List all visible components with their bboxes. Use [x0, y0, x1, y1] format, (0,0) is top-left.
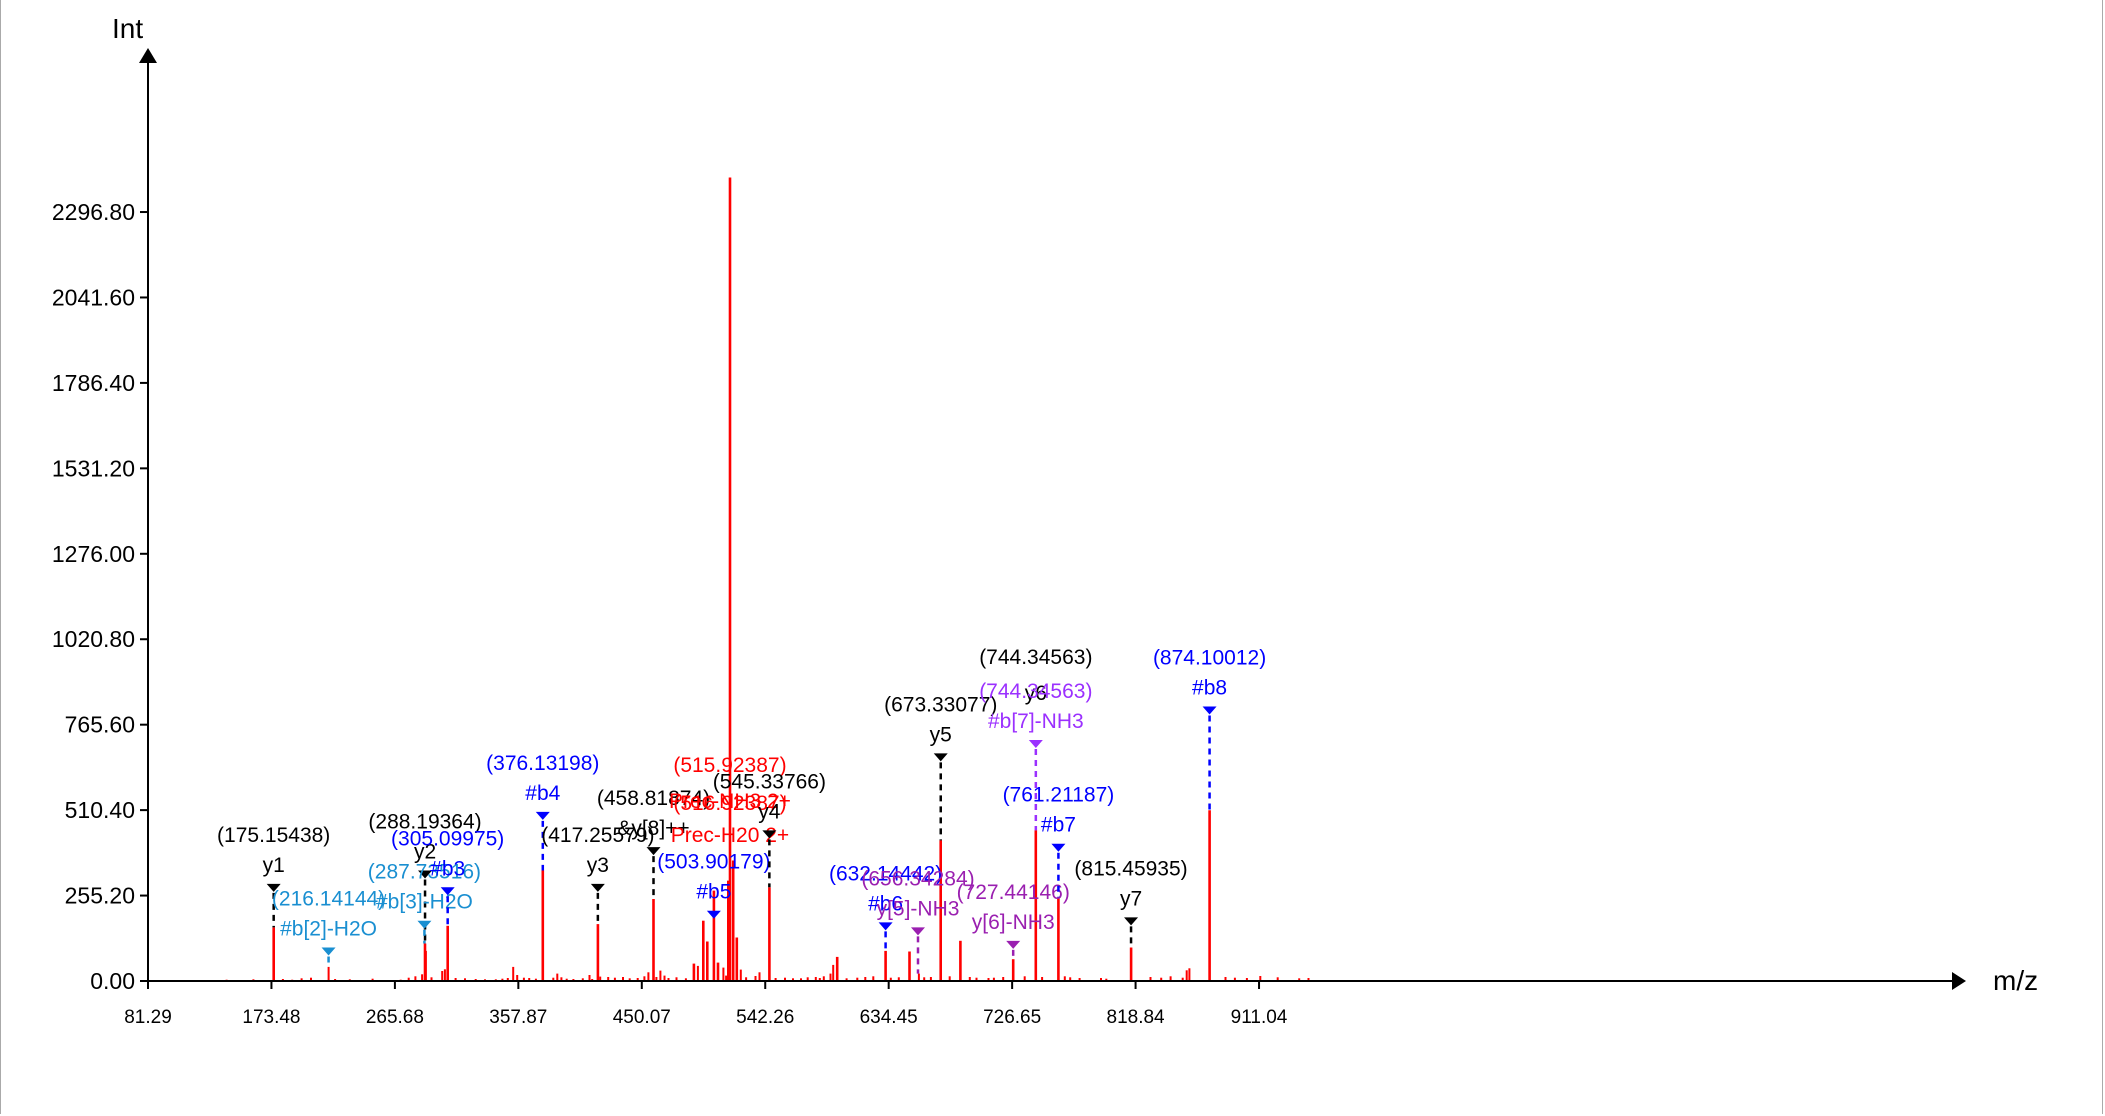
ion-mz-label: (632.14442) [829, 862, 942, 885]
y-tick-label: 510.40 [65, 797, 135, 823]
x-tick-label: 911.04 [1231, 1007, 1288, 1028]
ion-marker-triangle [417, 920, 432, 929]
y-tick-label: 2041.60 [52, 284, 135, 310]
ion-label: #b3 [430, 857, 465, 880]
ion-marker-triangle [1124, 917, 1139, 926]
ion-mz-label: (175.15438) [217, 824, 330, 847]
ion-marker-triangle [933, 753, 948, 762]
ion-marker-triangle [646, 847, 661, 856]
ion-marker-triangle [440, 887, 455, 896]
ion-mz-label: (815.45935) [1074, 857, 1187, 880]
ion-label: y6 [1025, 682, 1047, 705]
ion-marker-triangle [762, 830, 777, 839]
y-tick-label: 0.00 [90, 968, 135, 994]
ion-marker-triangle [418, 870, 433, 879]
ion-marker-triangle [878, 922, 893, 931]
ion-label: y4 [758, 800, 781, 823]
ion-marker-triangle [706, 910, 721, 919]
x-tick-label: 81.29 [124, 1007, 172, 1028]
y-axis-arrow [139, 48, 157, 63]
ion-marker-triangle [1051, 843, 1066, 852]
ion-marker-triangle [535, 811, 550, 820]
ion-mz-label: (458.81874) [597, 787, 710, 810]
ion-marker-triangle [910, 927, 925, 936]
ion-label: #b[2]-H2O [280, 918, 377, 941]
x-tick-label: 542.26 [736, 1007, 794, 1028]
ion-mz-label: (288.19364) [368, 811, 481, 834]
ion-label: #b[3]-H2O [376, 891, 473, 914]
ion-mz-label: (744.34563) [979, 646, 1092, 669]
x-tick-label: 173.48 [242, 1007, 300, 1028]
ion-mz-label: (515.92387) [673, 754, 786, 777]
y-tick-label: 2296.80 [52, 199, 135, 225]
ion-label: #b6 [868, 892, 903, 915]
ion-marker-triangle [590, 883, 605, 892]
ion-label: #b[7]-NH3 [988, 710, 1084, 733]
ion-label: Prec-NH3 2+ [669, 790, 791, 813]
x-tick-label: 357.87 [489, 1007, 547, 1028]
ion-mz-label: (673.33077) [884, 693, 997, 716]
ion-mz-label: (545.33766) [713, 770, 826, 793]
ion-mz-label: (874.10012) [1153, 646, 1266, 669]
y-tick-label: 1786.40 [52, 370, 135, 396]
ion-label: #b5 [696, 881, 731, 904]
x-axis-arrow [1952, 972, 1966, 990]
y-tick-label: 255.20 [65, 883, 135, 909]
ticks-layer: 81.29 173.48 265.68 357.87 450.07 542.26 634.4… [52, 199, 1288, 1028]
x-tick-label: 450.07 [613, 1007, 671, 1028]
ion-mz-label: (376.13198) [486, 752, 599, 775]
ion-label: y1 [263, 854, 285, 877]
ion-label: y[5]-NH3 [877, 897, 960, 920]
ion-label: y5 [930, 723, 952, 746]
ion-mz-label: (287.73516) [368, 861, 481, 884]
annotations-layer: y1 (175.15438) #b[2]-H2O (216.14144) y2 (288.… [217, 646, 1266, 974]
y-axis-label: Int [112, 13, 143, 44]
ion-marker-triangle [266, 883, 281, 892]
ion-mz-label: (417.25579) [541, 824, 654, 847]
ion-label: y2 [414, 841, 436, 864]
ion-mz-label: (216.14144) [272, 888, 385, 911]
ion-label: #b4 [525, 782, 560, 805]
x-tick-label: 818.84 [1107, 1007, 1166, 1028]
ion-mz-label: (503.90179) [657, 851, 770, 874]
ion-label: y[6]-NH3 [972, 911, 1055, 934]
y-tick-label: 765.60 [65, 712, 135, 738]
ion-label: #b8 [1192, 676, 1227, 699]
ion-marker-triangle [1202, 706, 1217, 715]
ion-label: y3 [587, 854, 609, 877]
ion-label: y7 [1120, 887, 1142, 910]
ion-label: &y[8]++ [617, 817, 689, 840]
y-tick-label: 1531.20 [52, 455, 135, 481]
ion-mz-label: (744.34563) [979, 680, 1092, 703]
ion-mz-label: (656.34284) [861, 867, 974, 890]
ion-mz-label: (516.92387) [673, 792, 786, 815]
ion-marker-triangle [321, 947, 336, 956]
ion-label: Prec-H20 2+ [671, 824, 789, 847]
ion-mz-label: (761.21187) [1003, 784, 1115, 807]
y-tick-label: 1020.80 [52, 626, 135, 652]
x-tick-label: 265.68 [366, 1007, 424, 1028]
x-tick-label: 634.45 [860, 1007, 918, 1028]
ion-mz-label: (305.09975) [391, 827, 504, 850]
x-tick-label: 726.65 [983, 1007, 1041, 1028]
axes-layer: m/z Int [112, 13, 2038, 996]
ion-label: #b7 [1041, 814, 1076, 837]
ion-marker-triangle [1006, 940, 1021, 949]
ion-marker-triangle [1028, 739, 1043, 748]
y-tick-label: 1276.00 [52, 541, 135, 567]
ion-mz-label: (727.44146) [957, 881, 1070, 904]
x-axis-label: m/z [1993, 965, 2038, 996]
